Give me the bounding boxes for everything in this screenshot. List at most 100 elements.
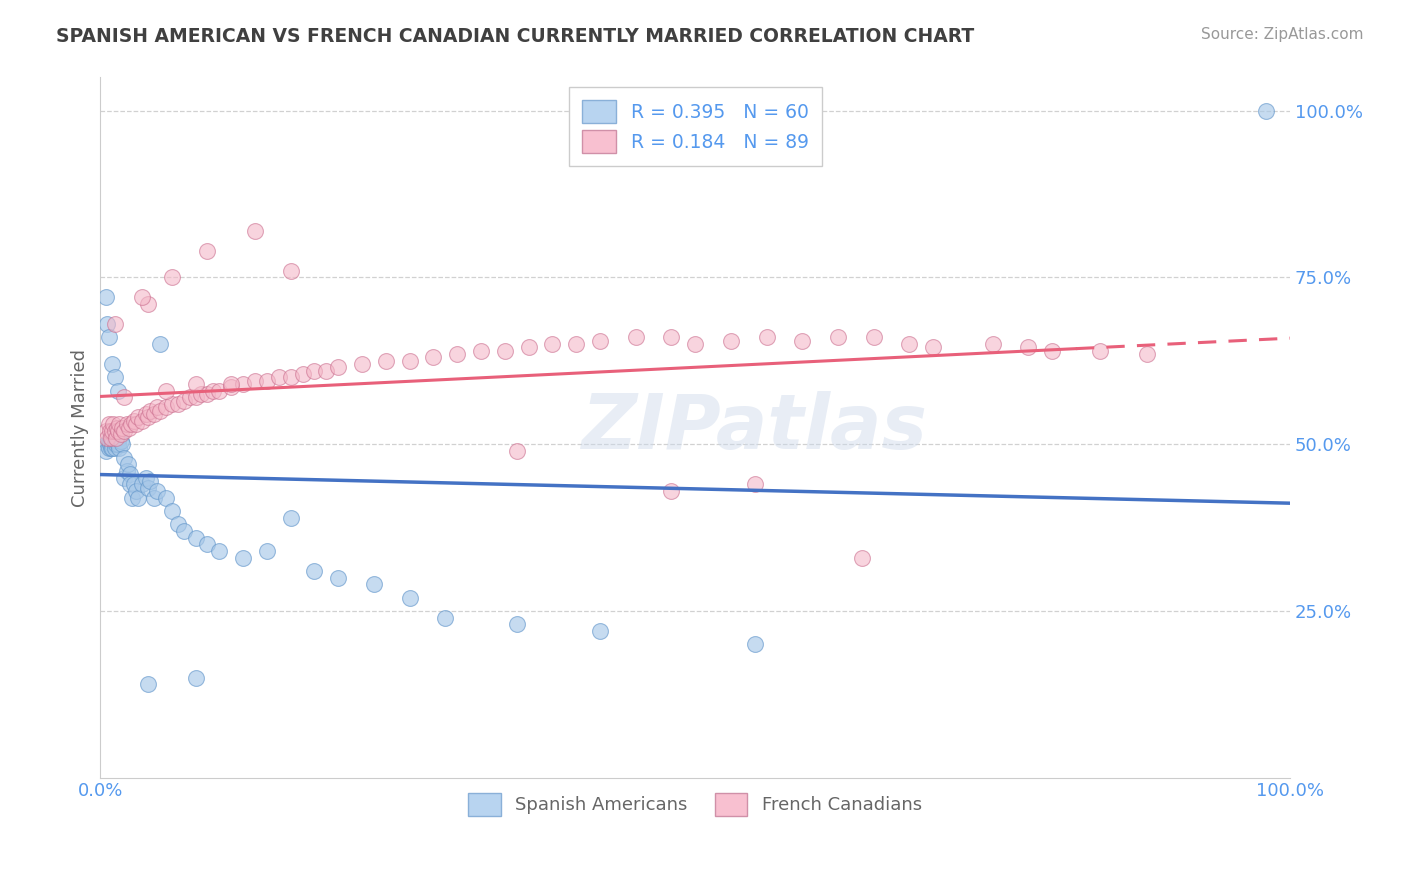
Point [661,330,683,344]
Point [122,414,145,428]
Point [135,407,157,421]
Point [120,417,142,432]
Point [101,441,124,455]
Point [101,437,124,451]
Point [661,483,683,498]
Point [160,270,183,285]
Point [107,434,129,448]
Point [142,491,165,505]
Point [142,407,165,421]
Point [363,577,385,591]
Point [125,483,148,498]
Point [160,397,183,411]
Point [101,434,124,448]
Point [202,384,225,398]
Point [121,491,143,505]
Point [96,430,118,444]
Point [190,387,212,401]
Point [256,544,278,558]
Point [541,337,564,351]
Point [104,317,127,331]
Point [100,430,122,444]
Point [517,341,540,355]
Point [104,437,127,451]
Point [755,330,778,344]
Point [100,430,122,444]
Point [862,330,884,344]
Point [280,370,302,384]
Point [184,671,207,685]
Point [256,374,278,388]
Point [197,387,219,401]
Point [1136,347,1159,361]
Point [208,384,231,398]
Point [267,370,290,384]
Point [280,510,302,524]
Point [160,504,183,518]
Point [110,434,132,448]
Point [100,441,122,455]
Point [624,330,647,344]
Point [112,450,135,465]
Point [184,391,207,405]
Point [1017,341,1039,355]
Point [118,420,141,434]
Point [149,337,172,351]
Point [851,550,873,565]
Point [565,337,588,351]
Point [97,434,120,448]
Point [96,317,118,331]
Point [131,414,153,428]
Point [112,424,135,438]
Point [131,290,153,304]
Point [105,420,128,434]
Point [103,417,125,432]
Point [197,537,219,551]
Point [506,617,529,632]
Point [1088,343,1111,358]
Point [470,343,492,358]
Point [96,290,118,304]
Point [122,477,145,491]
Point [434,610,457,624]
Point [107,424,129,438]
Point [166,397,188,411]
Point [898,337,921,351]
Point [101,357,124,371]
Point [506,443,529,458]
Point [112,391,135,405]
Point [280,264,302,278]
Point [104,434,127,448]
Point [96,424,118,438]
Point [127,491,149,505]
Point [304,364,326,378]
Point [108,417,131,432]
Point [101,430,124,444]
Point [115,417,138,432]
Point [173,393,195,408]
Point [107,437,129,451]
Text: Source: ZipAtlas.com: Source: ZipAtlas.com [1201,27,1364,42]
Point [243,374,266,388]
Point [683,337,706,351]
Point [232,377,254,392]
Point [125,417,148,432]
Point [589,334,612,348]
Y-axis label: Currently Married: Currently Married [72,349,89,507]
Point [136,297,159,311]
Point [494,343,516,358]
Point [96,443,118,458]
Point [146,483,169,498]
Point [315,364,337,378]
Point [589,624,612,638]
Point [146,401,169,415]
Point [110,427,132,442]
Point [179,391,201,405]
Point [104,437,127,451]
Point [720,334,742,348]
Point [136,410,159,425]
Point [184,377,207,392]
Point [98,437,121,451]
Point [744,637,766,651]
Legend: Spanish Americans, French Canadians: Spanish Americans, French Canadians [460,784,931,824]
